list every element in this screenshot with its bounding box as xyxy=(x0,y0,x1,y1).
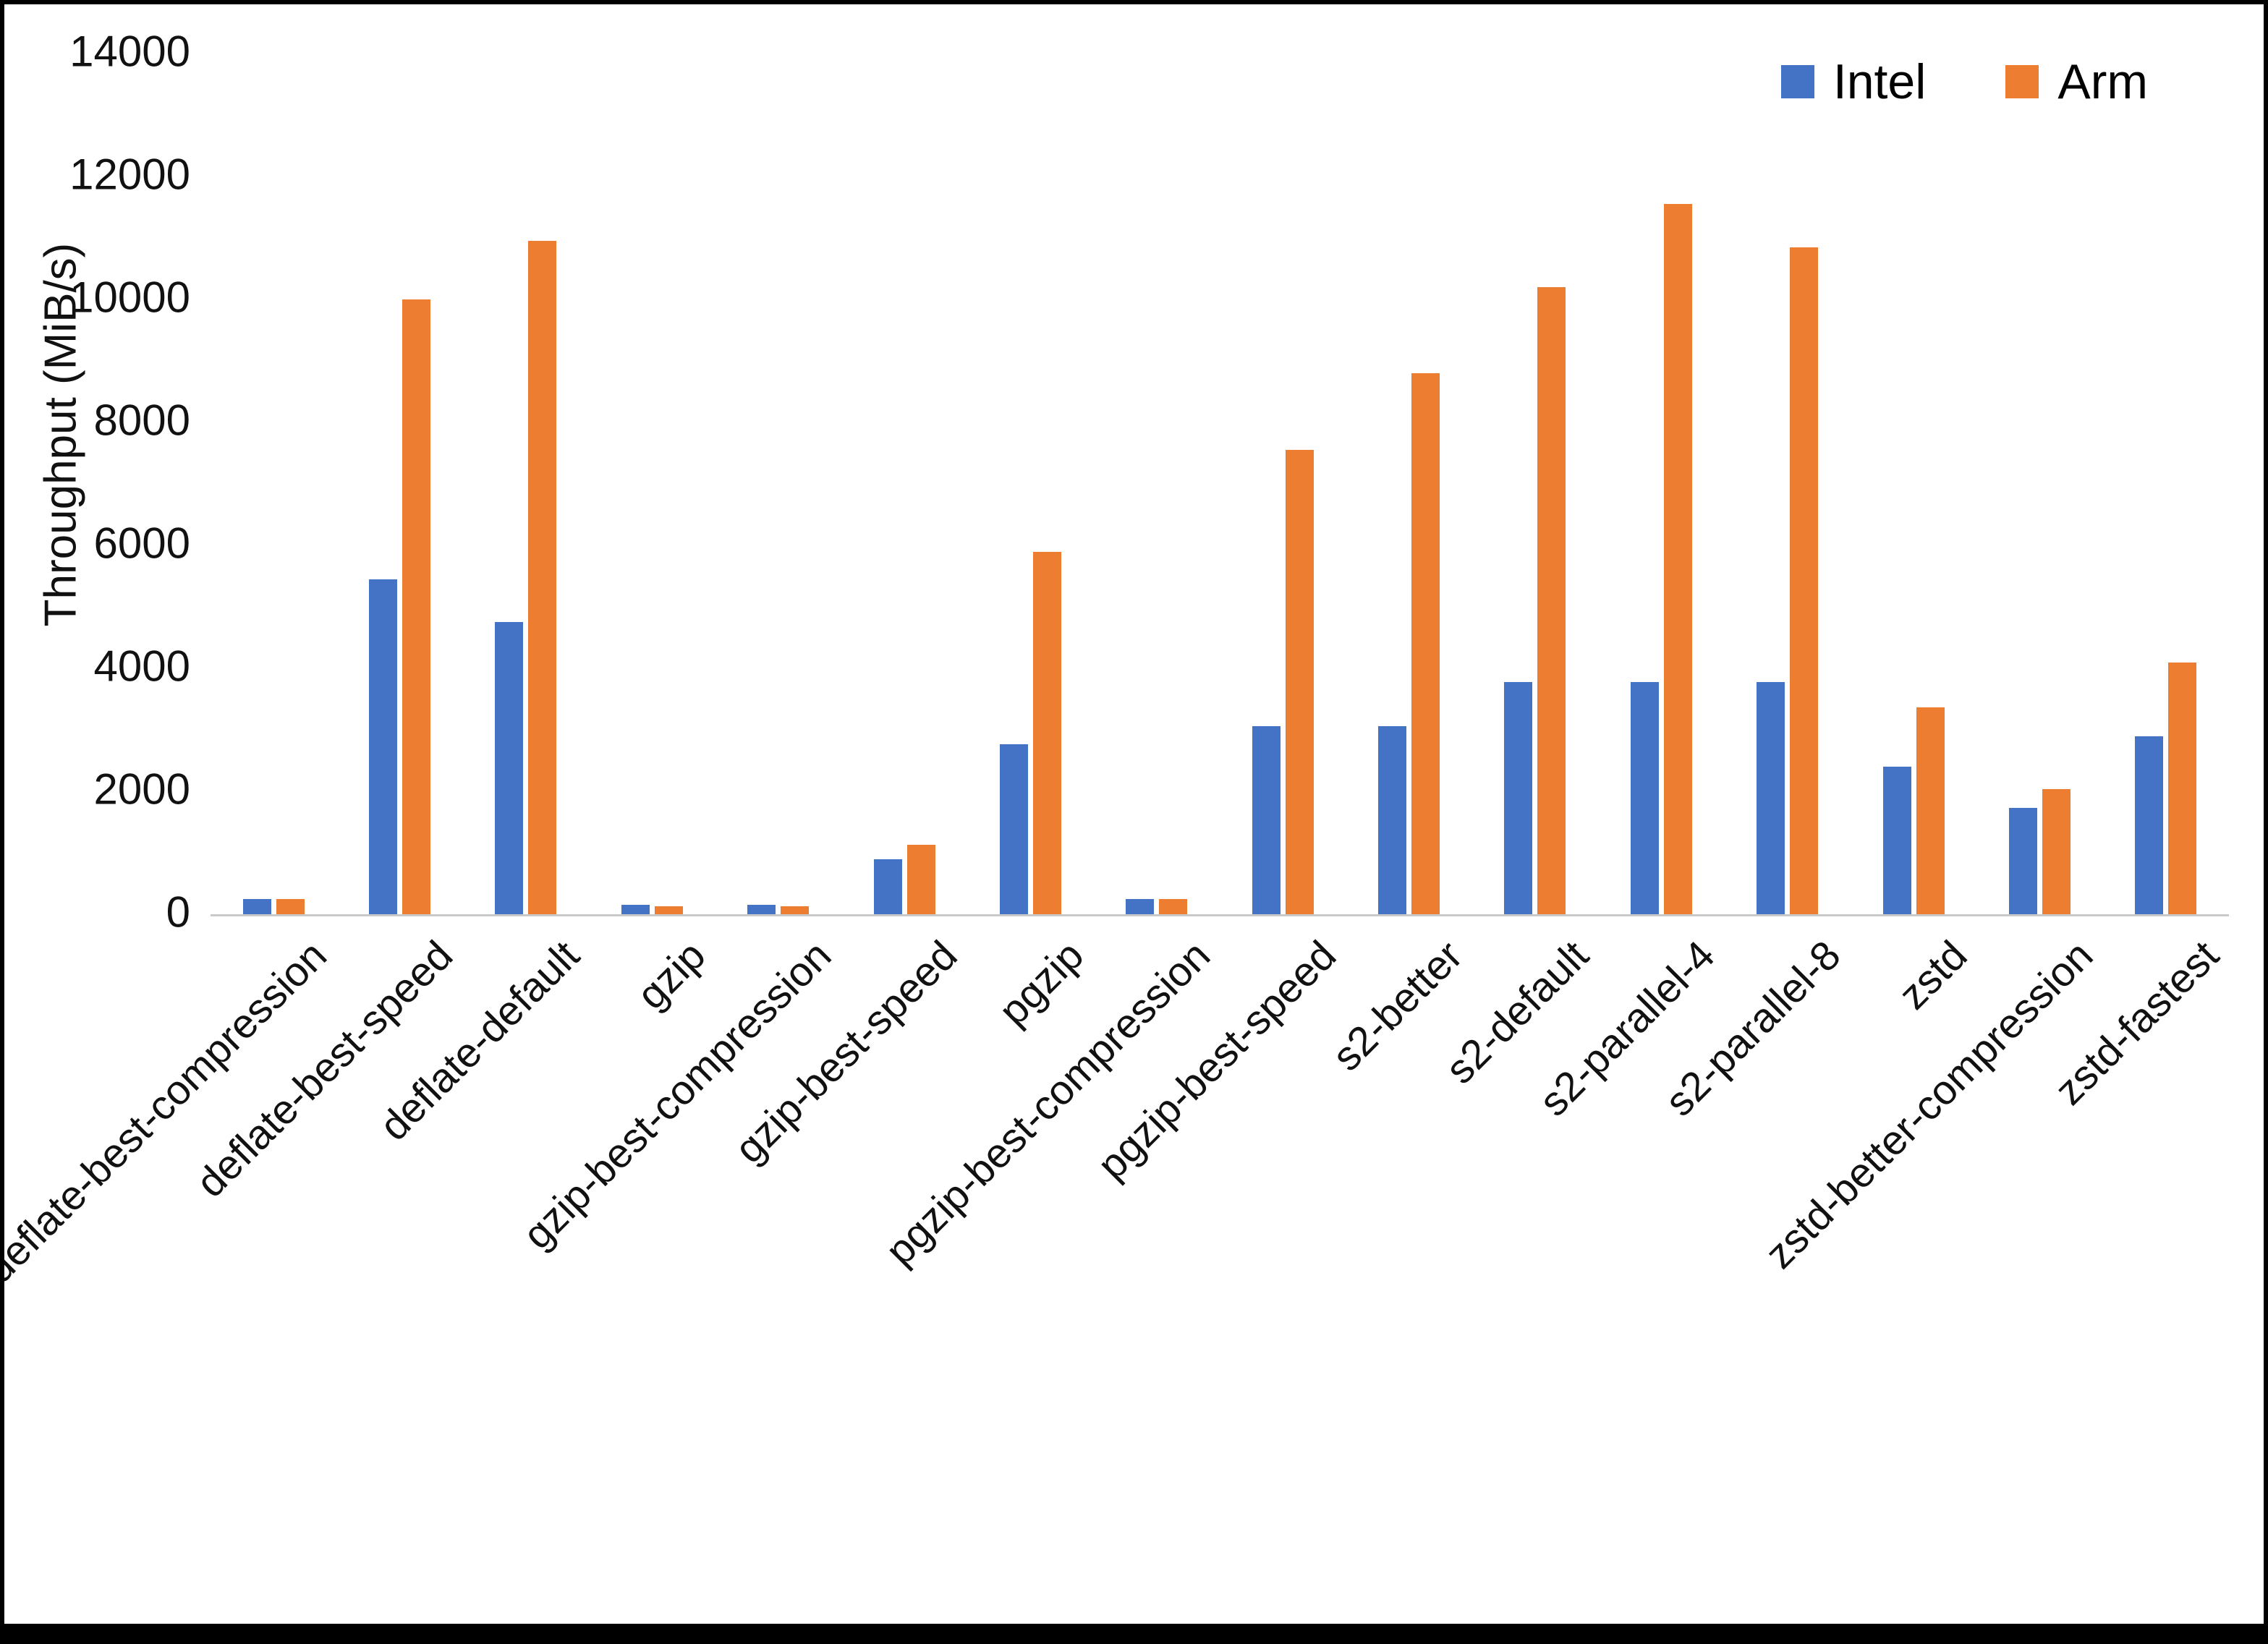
x-axis-label: gzip xyxy=(628,932,715,1018)
bar-intel-deflate-best-compression xyxy=(242,898,271,914)
bar-arm-pgzip-best-compression xyxy=(1159,898,1188,914)
bar-intel-pgzip xyxy=(999,744,1028,914)
legend-swatch-intel-icon xyxy=(1780,65,1814,98)
bar-arm-zstd xyxy=(1916,707,1945,914)
bar-arm-gzip xyxy=(654,906,683,914)
legend-item-arm: Arm xyxy=(2005,54,2148,110)
bar-arm-pgzip-best-speed xyxy=(1285,450,1314,914)
bar-arm-s2-better xyxy=(1411,373,1440,914)
bar-intel-s2-better xyxy=(1378,725,1407,914)
bar-arm-deflate-default xyxy=(528,241,557,914)
bar-intel-zstd xyxy=(1882,767,1911,914)
x-axis-label: zstd xyxy=(1889,932,1976,1018)
bar-arm-s2-parallel-8 xyxy=(1790,247,1819,914)
x-axis-label: gzip-best-speed xyxy=(726,932,967,1172)
y-axis-tick-label: 8000 xyxy=(93,396,190,445)
bar-intel-zstd-fastest xyxy=(2135,736,2164,914)
bar-arm-gzip-best-compression xyxy=(781,906,810,914)
bar-intel-gzip-best-compression xyxy=(747,905,776,914)
bar-intel-gzip-best-speed xyxy=(873,859,902,914)
x-axis-label: pgzip-best-speed xyxy=(1088,932,1346,1189)
bar-arm-s2-parallel-4 xyxy=(1663,204,1692,914)
bar-arm-s2-default xyxy=(1537,287,1566,914)
bar-arm-deflate-best-compression xyxy=(276,898,305,914)
y-axis-tick-label: 2000 xyxy=(93,764,190,814)
bar-intel-s2-parallel-4 xyxy=(1630,681,1659,914)
bar-arm-pgzip xyxy=(1032,551,1061,914)
bar-arm-zstd-fastest xyxy=(2168,662,2197,914)
bar-intel-gzip xyxy=(621,905,650,914)
bar-intel-pgzip-best-compression xyxy=(1126,898,1155,914)
bar-intel-deflate-best-speed xyxy=(369,579,398,914)
legend-label-intel: Intel xyxy=(1832,54,1927,109)
y-axis-tick-label: 12000 xyxy=(69,150,190,199)
legend: Intel Arm xyxy=(1780,54,2148,110)
legend-item-intel: Intel xyxy=(1780,54,1927,110)
y-axis-tick-label: 0 xyxy=(166,887,190,937)
bar-intel-pgzip-best-speed xyxy=(1252,725,1280,914)
x-axis-label: pgzip xyxy=(990,932,1093,1035)
y-axis-tick-label: 14000 xyxy=(69,27,190,76)
bar-intel-s2-default xyxy=(1504,681,1533,914)
bar-arm-zstd-better-compression xyxy=(2042,789,2070,914)
y-axis-tick-label: 6000 xyxy=(93,519,190,568)
bar-intel-deflate-default xyxy=(495,622,524,914)
bar-intel-zstd-better-compression xyxy=(2008,807,2037,914)
legend-label-arm: Arm xyxy=(2057,54,2148,109)
bar-intel-s2-parallel-8 xyxy=(1757,681,1785,914)
y-axis-tick-label: 4000 xyxy=(93,642,190,691)
legend-swatch-arm-icon xyxy=(2005,65,2039,98)
bar-arm-deflate-best-speed xyxy=(402,299,431,914)
y-axis-tick-label: 10000 xyxy=(69,273,190,322)
x-axis-line xyxy=(211,914,2229,916)
bar-arm-gzip-best-speed xyxy=(906,844,935,914)
